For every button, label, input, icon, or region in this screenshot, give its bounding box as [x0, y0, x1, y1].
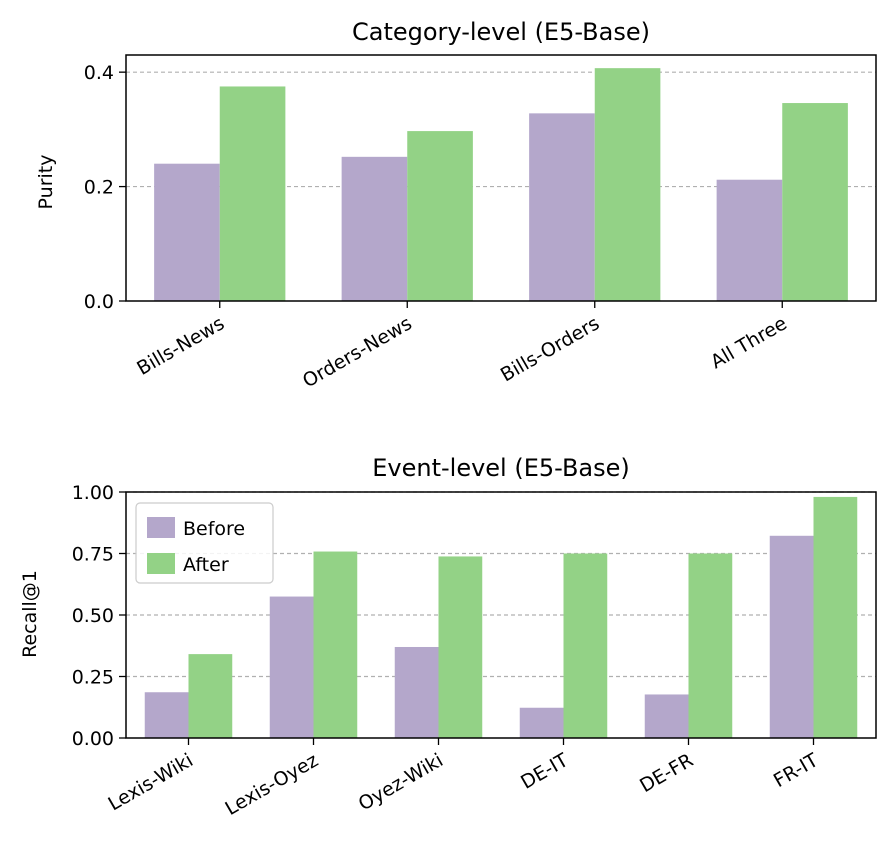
axes-frame [125, 54, 877, 302]
y-tick-label: 0.25 [72, 667, 114, 689]
bar-before-bills-orders [529, 113, 595, 301]
bar-after-all-three [782, 103, 848, 301]
legend-label-after: After [183, 554, 229, 576]
y-tick-label: 0.75 [72, 544, 114, 566]
y-tick-label: 0.50 [72, 605, 114, 627]
bar-before-lexis-oyez [269, 596, 314, 738]
x-tick-label: FR-IT [770, 749, 822, 792]
bar-before-lexis-wiki [144, 692, 189, 738]
bars [144, 496, 858, 738]
y-axis-label: Purity [35, 155, 57, 210]
x-tick-label: DE-IT [517, 749, 572, 794]
x-ticks: Lexis-Wiki Lexis-Oyez Oyez-Wiki DE-IT DE-FR F… [105, 738, 822, 820]
event-level-panel: Event-level (E5-Base) Recall@1 0.000.250… [19, 454, 877, 820]
bar-before-orders-news [341, 156, 408, 301]
bar-after-lexis-oyez [313, 551, 358, 738]
bar-after-lexis-wiki [188, 654, 233, 738]
x-tick-label: DE-FR [636, 749, 697, 797]
y-tick-label: 0.0 [84, 291, 114, 313]
bars [154, 68, 848, 301]
x-tick-label: Lexis-Wiki [105, 749, 197, 815]
x-tick-label: Oyez-Wiki [355, 749, 447, 815]
chart-title: Category-level (E5-Base) [352, 18, 650, 46]
y-axis-label: Recall@1 [19, 570, 41, 658]
y-ticks: 0.0 0.2 0.4 [84, 62, 126, 313]
y-tick-label: 0.4 [84, 62, 114, 84]
bar-after-bills-orders [594, 68, 661, 301]
bar-before-fr-it [769, 535, 814, 738]
bar-before-de-it [519, 707, 564, 738]
x-tick-label: All Three [707, 312, 791, 373]
legend: Before After [135, 502, 274, 584]
bar-after-bills-news [219, 86, 286, 301]
legend-label-before: Before [183, 518, 245, 540]
bar-before-bills-news [154, 163, 220, 301]
y-ticks: 0.00 0.25 0.50 0.75 1.00 [72, 482, 126, 750]
x-tick-label: Orders-News [299, 312, 416, 392]
x-ticks: Bills-News Orders-News Bills-Orders All Thr… [133, 301, 791, 392]
bar-after-de-it [563, 553, 608, 738]
bar-after-fr-it [813, 496, 858, 738]
legend-swatch-after [147, 553, 175, 574]
x-tick-label: Bills-Orders [497, 312, 603, 386]
axes [125, 54, 877, 302]
chart-title: Event-level (E5-Base) [372, 454, 630, 482]
x-tick-label: Lexis-Oyez [222, 749, 322, 820]
legend-swatch-before [147, 517, 175, 538]
bar-before-oyez-wiki [394, 646, 439, 738]
x-tick-label: Bills-News [133, 312, 228, 380]
y-tick-label: 1.00 [72, 482, 114, 504]
bar-after-de-fr [688, 553, 733, 738]
bar-after-orders-news [407, 131, 473, 301]
bar-before-de-fr [644, 694, 689, 738]
bar-before-all-three [716, 179, 783, 301]
bar-after-oyez-wiki [438, 556, 483, 738]
category-level-panel: Category-level (E5-Base) Purity 0.00.20.… [35, 18, 877, 392]
y-tick-label: 0.2 [84, 177, 114, 199]
y-tick-label: 0.00 [72, 728, 114, 750]
